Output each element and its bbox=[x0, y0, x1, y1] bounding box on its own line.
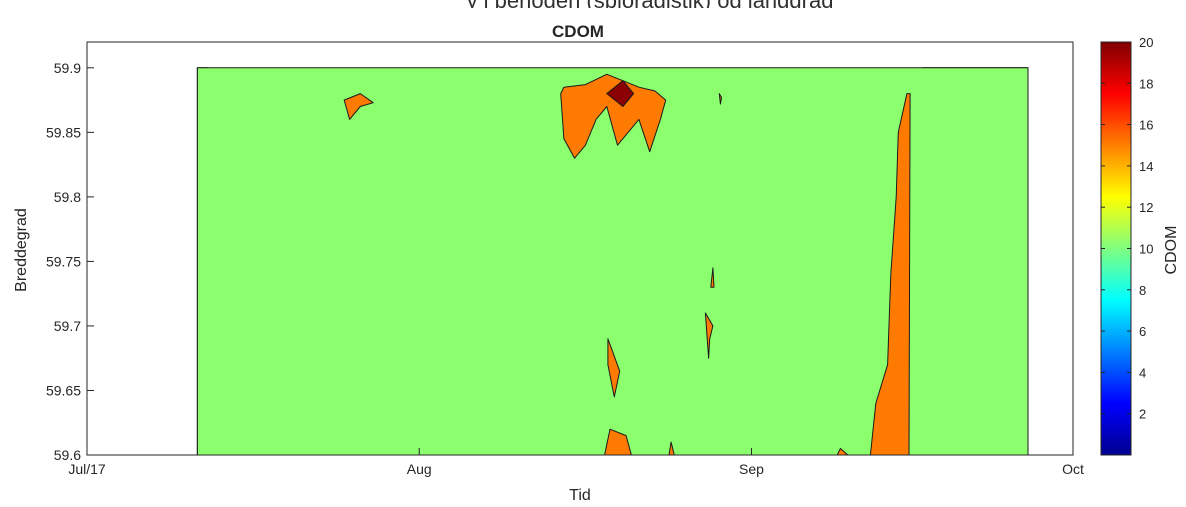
x-axis-label: Tid bbox=[569, 487, 591, 504]
colorbar-tick-label: 14 bbox=[1139, 159, 1153, 174]
contour-regions bbox=[196, 67, 1029, 456]
contour-level-5-region-1 bbox=[606, 80, 635, 107]
contour-level-4-region-3 bbox=[718, 93, 722, 105]
y-tick-label: 59.7 bbox=[54, 318, 81, 334]
y-axis-label: Breddegrad bbox=[13, 208, 30, 292]
colorbar-ticks: 2 4 6 8 10 12 14 16 18 20 bbox=[1101, 35, 1153, 422]
plot-axes-box bbox=[86, 41, 1074, 456]
x-axis-ticks: Jul/17 Aug Sep Oct bbox=[68, 448, 1084, 477]
y-tick-label: 59.9 bbox=[54, 60, 81, 76]
colorbar-tick-label: 12 bbox=[1139, 200, 1153, 215]
y-tick-label: 59.75 bbox=[46, 253, 81, 269]
colorbar-tick-label: 6 bbox=[1139, 324, 1146, 339]
x-tick-label: Jul/17 bbox=[68, 461, 106, 477]
colorbar-tick-label: 8 bbox=[1139, 283, 1146, 298]
colorbar bbox=[1100, 41, 1132, 456]
contour-level-4-region-6 bbox=[607, 338, 621, 398]
y-tick-label: 59.6 bbox=[54, 447, 81, 463]
x-tick-label: Oct bbox=[1062, 461, 1084, 477]
colorbar-label: CDOM bbox=[1163, 226, 1180, 275]
y-tick-label: 59.8 bbox=[54, 189, 81, 205]
contour-level-4-region-5 bbox=[704, 312, 714, 359]
y-axis-ticks: 59.6 59.65 59.7 59.75 59.8 59.85 59.9 bbox=[46, 60, 94, 463]
colorbar-tick-label: 2 bbox=[1139, 407, 1146, 422]
header-cutoff-text: y i perioden (sploragistik) og langgrad bbox=[300, 0, 1000, 8]
colorbar-tick-label: 10 bbox=[1139, 242, 1153, 257]
chart-title: CDOM bbox=[552, 22, 604, 41]
y-tick-label: 59.85 bbox=[46, 124, 81, 140]
y-tick-label: 59.65 bbox=[46, 382, 81, 398]
colorbar-tick-label: 20 bbox=[1139, 35, 1153, 50]
x-tick-label: Sep bbox=[739, 461, 764, 477]
contour-level-4-region-1 bbox=[343, 93, 374, 120]
colorbar-tick-label: 18 bbox=[1139, 76, 1153, 91]
x-tick-label: Aug bbox=[407, 461, 432, 477]
contour-level-4-region-4 bbox=[710, 267, 715, 288]
colorbar-tick-label: 16 bbox=[1139, 118, 1153, 133]
colorbar-tick-label: 4 bbox=[1139, 365, 1146, 380]
